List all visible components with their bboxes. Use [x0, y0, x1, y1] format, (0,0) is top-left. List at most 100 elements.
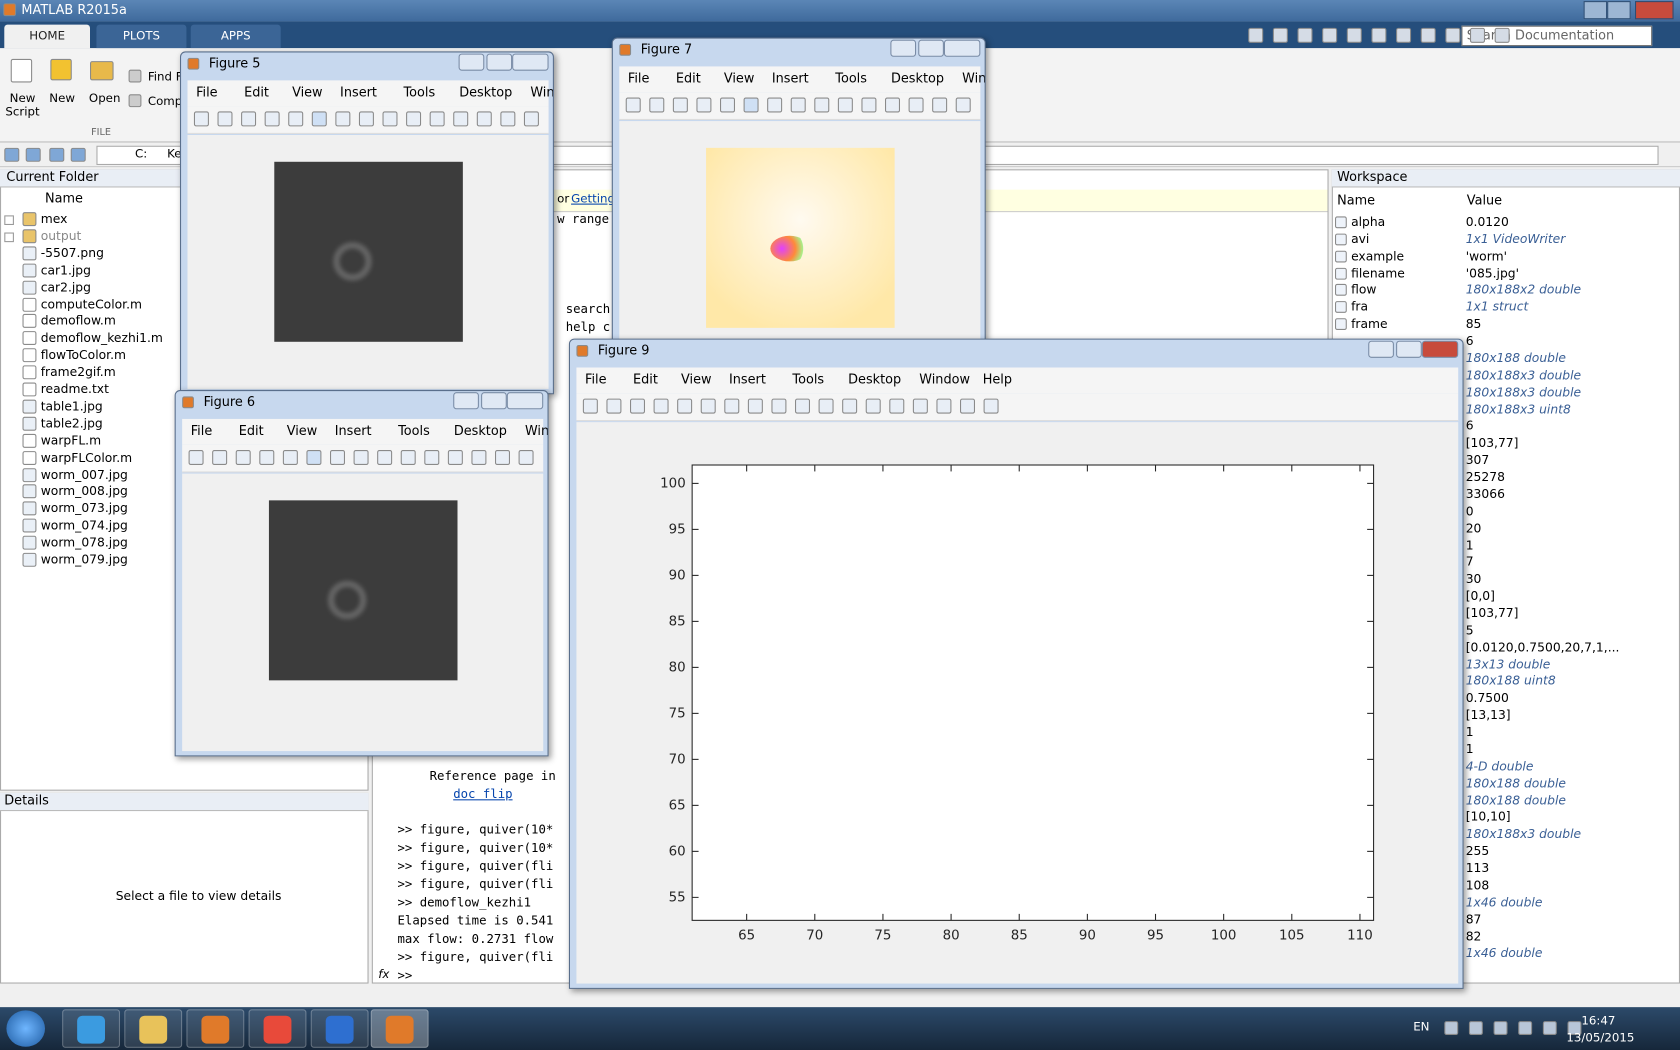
menu-item[interactable]: Desktop — [848, 371, 902, 387]
prompt[interactable]: >> — [397, 967, 413, 983]
column-header[interactable]: Name — [45, 190, 83, 206]
variable-value[interactable]: 0 — [1465, 503, 1474, 519]
file-item[interactable]: worm_078.jpg — [40, 534, 128, 550]
menu-item[interactable]: Tools — [835, 70, 867, 86]
variable-value[interactable]: 6 — [1465, 418, 1474, 434]
menu-item[interactable]: Help — [982, 371, 1013, 387]
menu-item[interactable]: Edit — [632, 371, 658, 387]
file-item[interactable]: warpFLColor.m — [40, 449, 133, 465]
path-part[interactable]: C: — [135, 146, 148, 161]
variable-value[interactable]: 307 — [1465, 452, 1490, 468]
menu-item[interactable]: Insert — [334, 423, 372, 439]
start-button[interactable] — [6, 1010, 46, 1047]
file-item[interactable]: worm_079.jpg — [40, 551, 128, 567]
variable-name[interactable]: fra — [1351, 299, 1369, 315]
file-item[interactable]: warpFL.m — [40, 432, 102, 448]
window-control[interactable] — [1421, 340, 1459, 358]
window-control[interactable] — [1396, 340, 1422, 358]
variable-value[interactable]: 30 — [1465, 571, 1482, 587]
variable-name[interactable]: avi — [1351, 231, 1370, 247]
variable-value[interactable]: 13x13 double — [1465, 656, 1551, 672]
window-control[interactable] — [506, 392, 544, 410]
menu-item[interactable]: Desktop — [890, 70, 945, 86]
variable-value[interactable]: [103,77] — [1465, 435, 1519, 451]
ribbon-tab[interactable]: PLOTS — [96, 24, 187, 49]
file-item[interactable]: table2.jpg — [40, 415, 103, 431]
variable-value[interactable]: 255 — [1465, 843, 1490, 859]
window-control[interactable] — [481, 392, 507, 410]
variable-value[interactable]: 180x188x3 uint8 — [1465, 401, 1571, 417]
taskbar-item[interactable] — [310, 1009, 369, 1048]
variable-value[interactable]: 33066 — [1465, 486, 1505, 502]
menu-item[interactable]: View — [680, 371, 712, 387]
variable-value[interactable]: '085.jpg' — [1465, 265, 1520, 281]
file-item[interactable]: computeColor.m — [40, 296, 143, 312]
command-line[interactable]: doc flip — [453, 786, 513, 802]
window-control[interactable] — [1368, 340, 1394, 358]
variable-value[interactable]: 180x188 double — [1465, 350, 1566, 366]
file-item[interactable]: table1.jpg — [40, 398, 103, 414]
menu-item[interactable]: Desktop — [459, 84, 513, 100]
ribbon-tab[interactable]: APPS — [190, 24, 281, 49]
menu-item[interactable]: Tools — [403, 84, 436, 100]
menu-item[interactable]: Window — [525, 423, 549, 439]
taskbar-item[interactable] — [186, 1009, 245, 1048]
variable-value[interactable]: 180x188x3 double — [1465, 367, 1582, 383]
file-item[interactable]: flowToColor.m — [40, 347, 127, 363]
menu-item[interactable]: Insert — [771, 70, 809, 86]
variable-value[interactable]: 1x46 double — [1465, 945, 1543, 961]
variable-value[interactable]: 0.0120 — [1465, 214, 1509, 230]
file-item[interactable]: worm_008.jpg — [40, 483, 128, 499]
menu-item[interactable]: View — [292, 84, 323, 100]
column-header[interactable]: Name — [1337, 192, 1376, 208]
file-item[interactable]: worm_007.jpg — [40, 466, 128, 482]
menu-item[interactable]: Window — [962, 70, 986, 86]
variable-value[interactable]: [13,13] — [1465, 707, 1511, 723]
menu-item[interactable]: Edit — [675, 70, 701, 86]
file-item[interactable]: car2.jpg — [40, 279, 91, 295]
expander[interactable] — [4, 232, 14, 243]
variable-value[interactable]: 82 — [1465, 928, 1482, 944]
variable-value[interactable]: 0.7500 — [1465, 690, 1509, 706]
variable-value[interactable]: 7 — [1465, 554, 1474, 570]
taskbar-item[interactable] — [370, 1009, 429, 1048]
window-control[interactable] — [918, 39, 944, 57]
variable-value[interactable]: [10,10] — [1465, 809, 1511, 825]
menu-item[interactable]: View — [286, 423, 318, 439]
file-item[interactable]: -5507.png — [40, 245, 104, 261]
variable-value[interactable]: 'worm' — [1465, 248, 1507, 264]
variable-value[interactable]: 180x188x3 double — [1465, 384, 1582, 400]
search-box[interactable]: Search Documentation — [1461, 25, 1653, 47]
variable-value[interactable]: 1x46 double — [1465, 894, 1543, 910]
window-control[interactable] — [458, 53, 485, 71]
variable-name[interactable]: alpha — [1351, 214, 1386, 230]
variable-value[interactable]: 5 — [1465, 622, 1474, 638]
taskbar-item[interactable] — [124, 1009, 183, 1048]
menu-item[interactable]: Tools — [792, 371, 825, 387]
menu-item[interactable]: Insert — [340, 84, 377, 100]
menu-item[interactable]: Window — [530, 84, 554, 100]
window-control[interactable] — [1635, 1, 1674, 20]
file-item[interactable]: readme.txt — [40, 381, 109, 397]
variable-value[interactable]: 113 — [1465, 860, 1490, 876]
menu-item[interactable]: Desktop — [453, 423, 507, 439]
variable-value[interactable]: 1 — [1465, 741, 1474, 757]
variable-value[interactable]: [0,0] — [1465, 588, 1495, 604]
taskbar-item[interactable] — [248, 1009, 307, 1048]
variable-value[interactable]: 180x188x3 double — [1465, 826, 1582, 842]
variable-value[interactable]: 1 — [1465, 724, 1474, 740]
file-item[interactable]: output — [40, 228, 82, 244]
variable-name[interactable]: example — [1351, 248, 1405, 264]
variable-value[interactable]: 1x1 struct — [1465, 299, 1529, 315]
variable-value[interactable]: [103,77] — [1465, 605, 1519, 621]
file-item[interactable]: worm_074.jpg — [40, 517, 128, 533]
variable-value[interactable]: 180x188 double — [1465, 792, 1566, 808]
variable-value[interactable]: 6 — [1465, 333, 1474, 349]
column-header[interactable]: Value — [1466, 192, 1503, 208]
variable-value[interactable]: 180x188 uint8 — [1465, 673, 1556, 689]
window-control[interactable] — [1583, 1, 1608, 20]
variable-value[interactable]: 4-D double — [1465, 758, 1534, 774]
window-control[interactable] — [512, 53, 549, 71]
menu-item[interactable]: File — [196, 84, 218, 100]
variable-name[interactable]: flow — [1351, 282, 1377, 298]
